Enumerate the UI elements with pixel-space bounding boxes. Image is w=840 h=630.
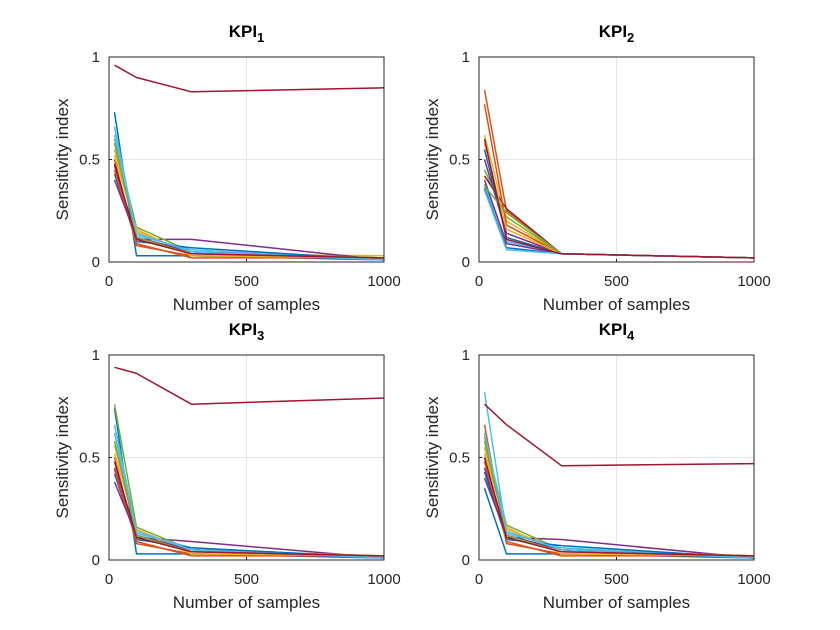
y-tick-label: 1 <box>462 49 470 66</box>
series-line-14 <box>113 461 385 557</box>
series-line-7 <box>114 64 385 93</box>
y-tick-label: 0 <box>462 254 470 271</box>
series-line-7 <box>483 403 755 467</box>
series-line-9 <box>483 461 754 557</box>
chart-title-subscript: 1 <box>257 30 264 45</box>
x-tick-label: 0 <box>475 571 483 588</box>
y-tick-label: 1 <box>92 49 100 66</box>
y-tick-label: 0.5 <box>449 450 470 467</box>
chart-panel-2: 0 500 1000 0 0.5 1 Number of samples Sensitivit… <box>423 22 771 314</box>
y-tick-label: 1 <box>92 347 100 364</box>
chart-title-text: KPI <box>229 320 257 339</box>
x-axis-label: Number of samples <box>543 593 690 612</box>
y-tick-label: 0.5 <box>449 152 470 169</box>
chart-title-subscript: 2 <box>627 30 634 45</box>
x-tick-label: 500 <box>234 273 259 290</box>
y-tick-label: 0.5 <box>79 450 100 467</box>
chart-title: KPI4 <box>599 320 635 343</box>
chart-title-subscript: 4 <box>627 328 635 343</box>
x-tick-label: 1000 <box>737 571 770 588</box>
y-axis-label: Sensitivity index <box>423 396 442 518</box>
series-line-9 <box>113 469 384 557</box>
chart-panel-4: 0 500 1000 0 0.5 1 Number of samples Sensitivit… <box>423 320 771 612</box>
x-tick-label: 500 <box>604 571 629 588</box>
series-line-7 <box>114 366 385 405</box>
y-axis-label: Sensitivity index <box>423 98 442 220</box>
chart-title-text: KPI <box>599 22 627 41</box>
y-tick-label: 0 <box>462 552 470 569</box>
chart-title-text: KPI <box>599 320 627 339</box>
x-axis-label: Number of samples <box>543 295 690 314</box>
y-tick-label: 1 <box>462 347 470 364</box>
chart-title-text: KPI <box>229 22 257 41</box>
x-tick-label: 500 <box>234 571 259 588</box>
x-tick-label: 0 <box>105 571 113 588</box>
y-axis-label: Sensitivity index <box>53 98 72 220</box>
y-tick-label: 0 <box>92 552 100 569</box>
x-tick-label: 0 <box>475 273 483 290</box>
series-line-4 <box>113 467 385 559</box>
x-axis-label: Number of samples <box>173 295 320 314</box>
chart-title-subscript: 3 <box>257 328 264 343</box>
y-tick-label: 0 <box>92 254 100 271</box>
x-tick-label: 1000 <box>367 571 400 588</box>
series-line-14 <box>483 138 755 259</box>
x-tick-label: 1000 <box>737 273 770 290</box>
chart-panel-1: 0 500 1000 0 0.5 1 Number of samples Sensitivit… <box>53 22 401 314</box>
series-line-14 <box>113 163 385 259</box>
chart-title: KPI2 <box>599 22 635 45</box>
x-tick-label: 1000 <box>367 273 400 290</box>
chart-panel-3: 0 500 1000 0 0.5 1 Number of samples Sensitivit… <box>53 320 401 612</box>
chart-title: KPI3 <box>229 320 265 343</box>
x-tick-label: 500 <box>604 273 629 290</box>
x-axis-label: Number of samples <box>173 593 320 612</box>
y-axis-label: Sensitivity index <box>53 396 72 518</box>
series-line-14 <box>483 457 755 557</box>
y-tick-label: 0.5 <box>79 152 100 169</box>
chart-title: KPI1 <box>229 22 265 45</box>
x-tick-label: 0 <box>105 273 113 290</box>
